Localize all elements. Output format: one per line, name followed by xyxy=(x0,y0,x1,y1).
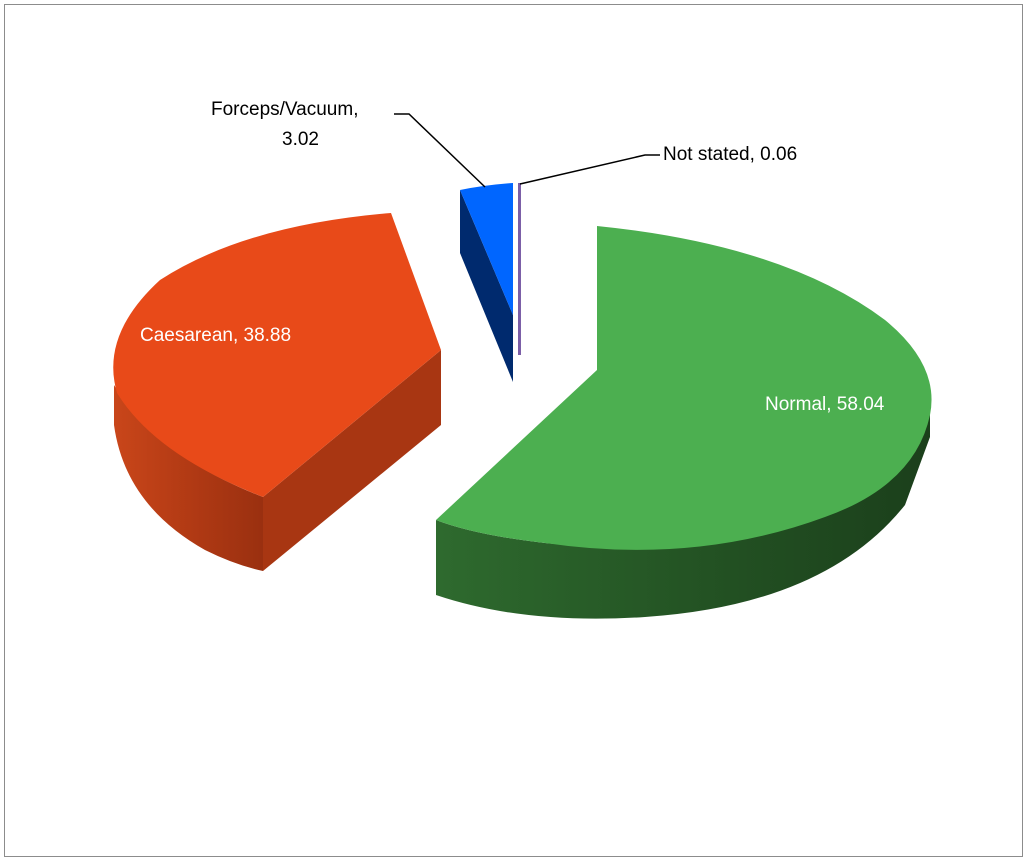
pie-slice-caesarean-top xyxy=(113,213,441,497)
pie-slice-forceps-vacuum-side xyxy=(460,190,513,382)
pie-slice-caesarean xyxy=(113,213,441,571)
data-label-not-stated: Not stated, 0.06 xyxy=(663,144,797,165)
pie-slice-forceps-vacuum-top xyxy=(460,183,513,315)
data-label-normal: Normal, 58.04 xyxy=(765,394,885,415)
pie-slice-forceps-vacuum xyxy=(460,183,513,382)
leader-line-not-stated xyxy=(519,154,660,185)
pie-slice-normal xyxy=(436,226,932,619)
pie-slice-normal-side xyxy=(436,395,930,619)
pie-slice-not-stated xyxy=(518,183,521,355)
pie-slice-caesarean-cut-side xyxy=(263,350,441,571)
pie-slice-not-stated-top xyxy=(518,183,521,355)
leader-line-forceps-vacuum xyxy=(394,113,486,188)
chart-area: Normal, 58.04 Caesarean, 38.88 Forceps/V… xyxy=(4,4,1023,857)
data-label-forceps-vacuum-line1: Forceps/Vacuum, xyxy=(211,99,358,120)
data-label-caesarean: Caesarean, 38.88 xyxy=(140,325,291,346)
pie-chart: Normal, 58.04 Caesarean, 38.88 Forceps/V… xyxy=(113,99,932,619)
data-label-forceps-vacuum-line2: 3.02 xyxy=(282,129,319,150)
pie-slice-normal-top xyxy=(436,226,932,550)
